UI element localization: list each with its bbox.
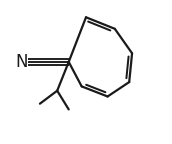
Text: N: N	[16, 53, 28, 71]
